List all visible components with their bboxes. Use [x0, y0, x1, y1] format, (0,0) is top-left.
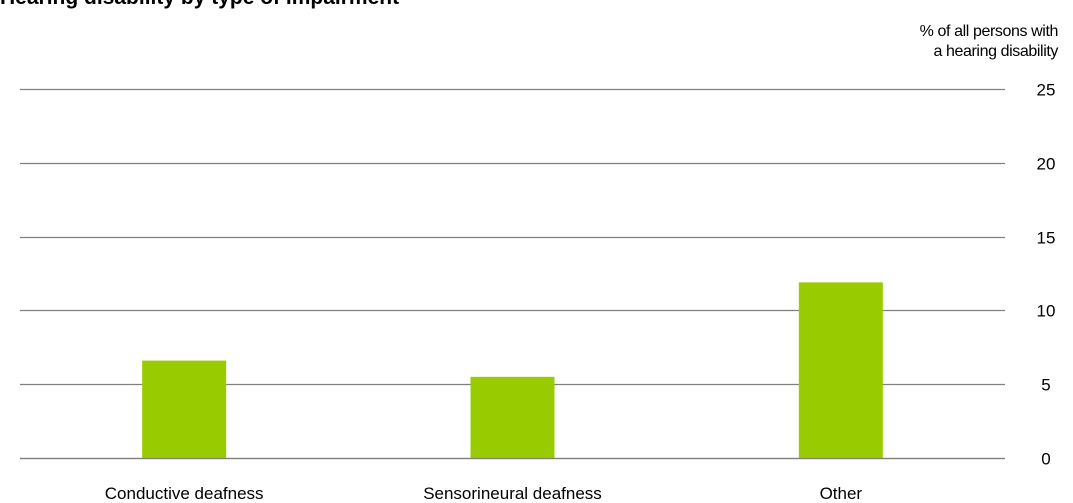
y-axis-unit-label: % of all persons with a hearing disabili… — [798, 22, 1059, 62]
y-tick-labels: 0 5 10 15 20 25 — [1037, 81, 1056, 469]
bars — [20, 282, 1005, 460]
y-axis-unit-line-1: % of all persons with — [919, 23, 1059, 40]
category-label: Conductive deafness — [105, 484, 264, 503]
bar — [470, 376, 555, 458]
chart-title: Hearing disability by type of impairment — [0, 0, 1073, 16]
y-tick-label: 20 — [1037, 155, 1056, 174]
y-axis-unit-line-2: a hearing disability — [933, 43, 1058, 60]
bar — [798, 282, 883, 458]
y-tick-label: 0 — [1041, 450, 1050, 469]
bar — [142, 360, 227, 458]
y-tick-label: 5 — [1041, 376, 1050, 395]
y-tick-label: 25 — [1037, 81, 1056, 100]
category-label: Other — [820, 484, 863, 503]
category-labels: Conductive deafness Sensorineural deafnes… — [105, 484, 863, 503]
category-label: Sensorineural deafness — [423, 484, 602, 503]
y-tick-label: 15 — [1037, 229, 1056, 248]
y-tick-label: 10 — [1037, 302, 1056, 321]
